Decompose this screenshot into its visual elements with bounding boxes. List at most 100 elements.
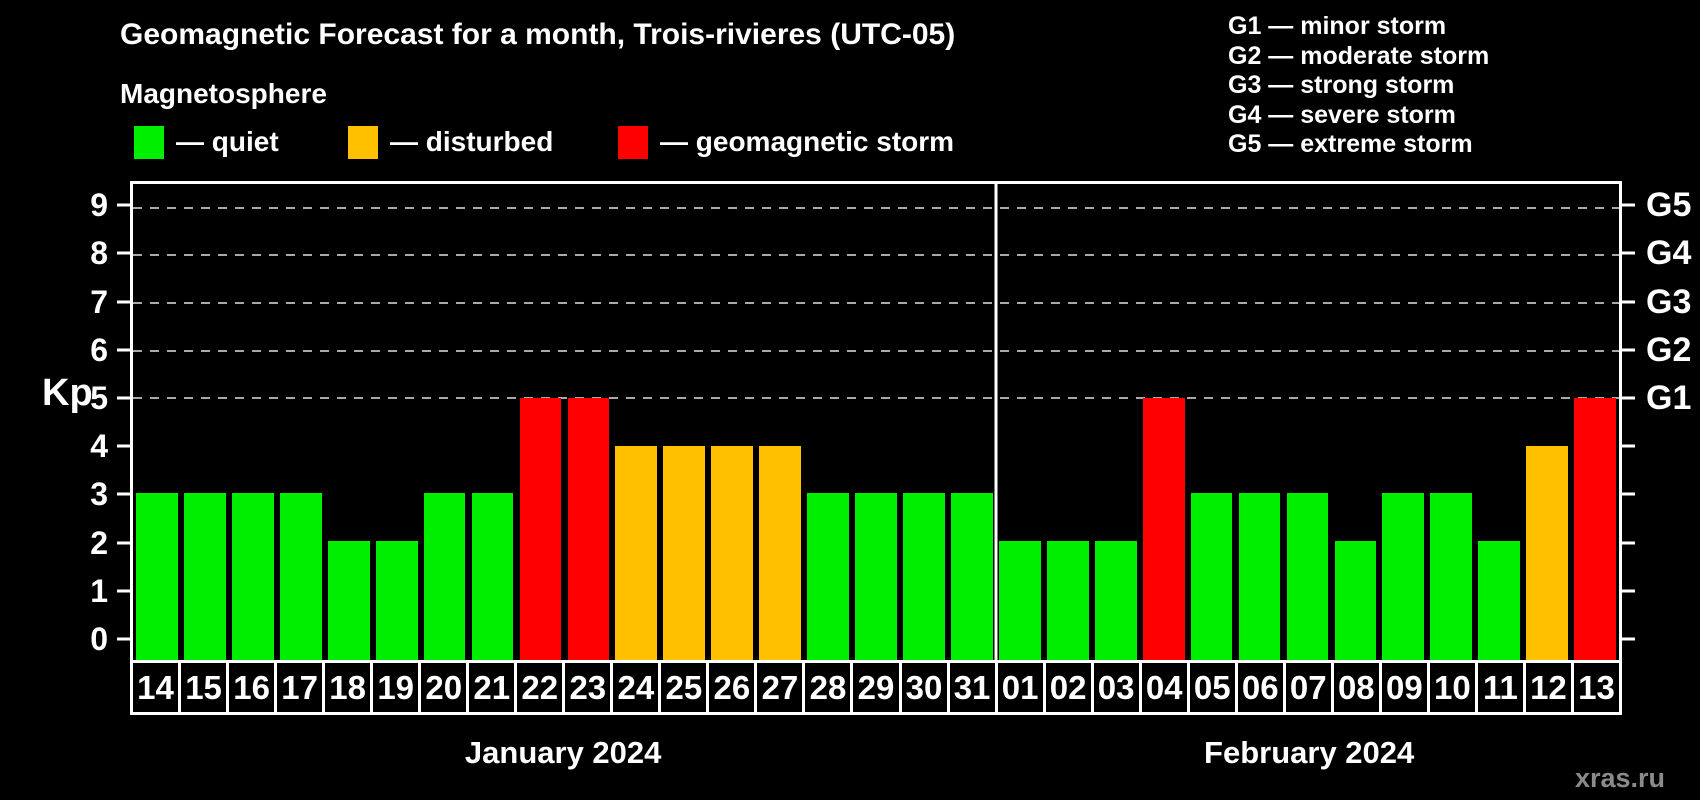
g-tick: [1622, 396, 1635, 400]
bar-column-jan-31: [948, 184, 996, 660]
bar-jan-18: [327, 541, 370, 660]
legend-label-quiet: — quiet: [176, 126, 279, 157]
bar-column-jan-27: [756, 184, 804, 660]
day-label-jan-14: 14: [133, 663, 182, 712]
kp-tick: [117, 348, 130, 352]
bar-feb-09: [1382, 493, 1425, 660]
kp-tick-label: 3: [90, 476, 108, 513]
kp-tick-label: 7: [90, 283, 108, 320]
bar-column-jan-22: [517, 184, 565, 660]
bar-column-jan-30: [900, 184, 948, 660]
bar-feb-02: [1046, 541, 1089, 660]
bar-jan-14: [136, 493, 178, 660]
bar-feb-03: [1094, 541, 1137, 660]
bar-jan-19: [375, 541, 418, 660]
g-tick: [1622, 492, 1635, 496]
bar-jan-22: [519, 398, 562, 660]
day-axis: 14 15 16 17 18 19 20 21 22 23 24 25 26 27 28 29 30 31 01 02…: [130, 663, 1622, 715]
g-tick: [1622, 444, 1635, 448]
bar-jan-25: [663, 445, 706, 660]
bar-feb-01: [998, 541, 1041, 660]
g-tick: [1622, 251, 1635, 255]
kp-tick-label: 6: [90, 331, 108, 368]
day-label-jan-28: 28: [805, 663, 854, 712]
bar-column-jan-24: [612, 184, 660, 660]
gridline-kp6: [133, 349, 1619, 352]
g-tick-label: G1: [1646, 378, 1692, 417]
bar-jan-17: [279, 493, 322, 660]
bar-jan-28: [807, 493, 849, 660]
storm-scale-line: G2 — moderate storm: [1228, 41, 1490, 70]
bar-feb-11: [1478, 541, 1521, 660]
day-label-feb-01: 01: [998, 663, 1046, 712]
day-label-feb-11: 11: [1478, 663, 1526, 712]
legend-swatch-disturbed: [348, 125, 378, 159]
kp-tick-label: 9: [90, 187, 108, 224]
bar-column-jan-17: [277, 184, 325, 660]
kp-tick-label: 2: [90, 524, 108, 561]
bar-jan-30: [903, 493, 945, 660]
bar-column-jan-20: [421, 184, 469, 660]
kp-tick-label: 5: [90, 379, 108, 416]
bar-jan-23: [567, 398, 610, 660]
day-label-feb-10: 10: [1430, 663, 1478, 712]
month-labels: January 2024 February 2024: [130, 735, 1622, 775]
kp-tick-label: 4: [90, 428, 108, 465]
gridline-kp5: [133, 397, 1619, 400]
bar-column-feb-05: [1188, 184, 1236, 660]
plot-area: [130, 181, 1622, 663]
day-label-jan-24: 24: [613, 663, 662, 712]
storm-scale-line: G3 — strong storm: [1228, 71, 1455, 99]
bar-feb-10: [1430, 493, 1473, 660]
day-label-jan-21: 21: [469, 663, 518, 712]
g-tick: [1622, 541, 1635, 544]
day-label-jan-29: 29: [853, 663, 902, 712]
bar-column-jan-15: [181, 184, 229, 660]
kp-tick-label: 0: [90, 620, 108, 657]
kp-tick: [117, 396, 130, 400]
legend-swatch-storm: [618, 125, 648, 159]
bar-feb-06: [1238, 493, 1281, 660]
bar-jan-27: [759, 445, 801, 660]
bar-feb-08: [1334, 541, 1377, 660]
magnetosphere-legend: — quiet — disturbed — geomagnetic storm: [120, 124, 1020, 160]
watermark: xras.ru: [1574, 763, 1665, 793]
legend-item-storm: — geomagnetic storm: [618, 124, 954, 160]
bar-column-jan-16: [229, 184, 277, 660]
month-divider: [994, 184, 998, 660]
bar-column-feb-07: [1284, 184, 1332, 660]
legend-item-disturbed: — disturbed: [348, 124, 553, 160]
bar-column-jan-23: [564, 184, 612, 660]
bar-feb-13: [1574, 398, 1616, 660]
legend-label-storm: — geomagnetic storm: [660, 126, 955, 157]
bar-column-jan-29: [852, 184, 900, 660]
bar-jan-29: [855, 493, 897, 660]
bar-column-feb-01: [996, 184, 1044, 660]
bar-column-jan-25: [660, 184, 708, 660]
bar-column-feb-11: [1475, 184, 1523, 660]
legend-item-quiet: — quiet: [134, 124, 279, 160]
legend-label-disturbed: — disturbed: [390, 126, 554, 157]
bar-column-feb-10: [1427, 184, 1475, 660]
day-label-jan-25: 25: [661, 663, 710, 712]
kp-tick: [117, 589, 130, 593]
day-label-jan-17: 17: [277, 663, 326, 712]
chart-title: Geomagnetic Forecast for a month, Trois-…: [120, 18, 956, 51]
day-label-jan-27: 27: [757, 663, 806, 712]
kp-tick: [117, 444, 130, 448]
day-label-jan-26: 26: [709, 663, 758, 712]
gridline-kp7: [133, 302, 1619, 304]
g-tick: [1622, 203, 1635, 207]
bar-column-feb-06: [1236, 184, 1284, 660]
month-label-jan: January 2024: [464, 735, 662, 770]
bar-jan-20: [423, 493, 466, 660]
bar-column-jan-21: [469, 184, 517, 660]
g-tick-label: G3: [1646, 282, 1692, 321]
day-label-feb-07: 07: [1286, 663, 1334, 712]
bar-feb-07: [1286, 493, 1329, 660]
y-axis-label: Kp: [42, 372, 93, 414]
bar-feb-05: [1190, 493, 1233, 660]
bar-column-feb-03: [1092, 184, 1140, 660]
g-scale-axis: G1 G2 G3 G4 G5: [1622, 181, 1700, 663]
storm-scale-line: G4 — severe storm: [1228, 100, 1456, 129]
